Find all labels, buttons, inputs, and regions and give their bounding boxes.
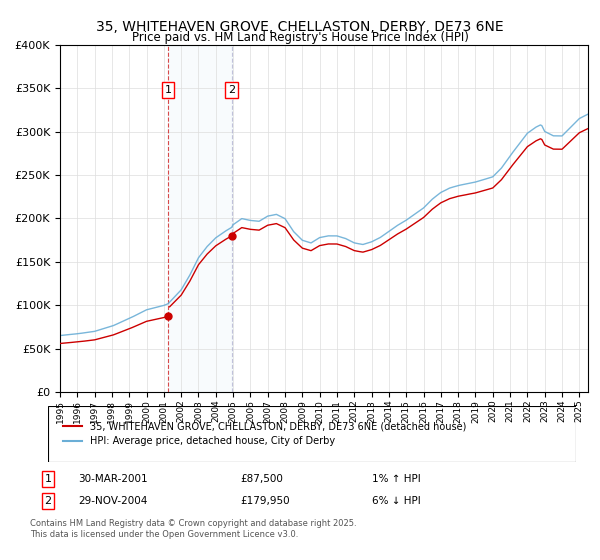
Text: 35, WHITEHAVEN GROVE, CHELLASTON, DERBY, DE73 6NE: 35, WHITEHAVEN GROVE, CHELLASTON, DERBY,… bbox=[96, 20, 504, 34]
Text: Price paid vs. HM Land Registry's House Price Index (HPI): Price paid vs. HM Land Registry's House … bbox=[131, 31, 469, 44]
Legend: 35, WHITEHAVEN GROVE, CHELLASTON, DERBY, DE73 6NE (detached house), HPI: Average: 35, WHITEHAVEN GROVE, CHELLASTON, DERBY,… bbox=[58, 417, 472, 451]
Text: 1: 1 bbox=[44, 474, 52, 484]
Text: 2: 2 bbox=[228, 85, 235, 95]
Text: £87,500: £87,500 bbox=[240, 474, 283, 484]
Text: 1% ↑ HPI: 1% ↑ HPI bbox=[372, 474, 421, 484]
Text: 29-NOV-2004: 29-NOV-2004 bbox=[78, 496, 148, 506]
Text: 1: 1 bbox=[164, 85, 172, 95]
Text: Contains HM Land Registry data © Crown copyright and database right 2025.
This d: Contains HM Land Registry data © Crown c… bbox=[30, 520, 356, 539]
Text: £179,950: £179,950 bbox=[240, 496, 290, 506]
Text: 2: 2 bbox=[44, 496, 52, 506]
Text: 30-MAR-2001: 30-MAR-2001 bbox=[78, 474, 148, 484]
Text: 6% ↓ HPI: 6% ↓ HPI bbox=[372, 496, 421, 506]
Bar bbox=[168, 45, 232, 392]
